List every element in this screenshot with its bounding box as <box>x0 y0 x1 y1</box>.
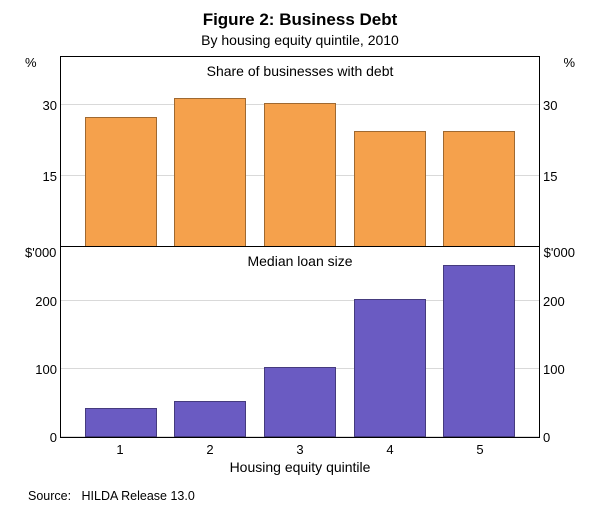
top-bar <box>85 117 157 247</box>
bottom-ytick-left: 100 <box>23 362 57 377</box>
top-panel-title: Share of businesses with debt <box>61 63 539 79</box>
top-ytick-left: 30 <box>23 98 57 113</box>
bottom-bars <box>61 247 539 437</box>
top-ytick-right: 15 <box>543 169 577 184</box>
bottom-ytick-left: 0 <box>23 430 57 445</box>
bottom-unit-right: $'000 <box>544 245 575 260</box>
bottom-ytick-left: 200 <box>23 294 57 309</box>
top-bar <box>264 103 336 248</box>
bottom-panel-title: Median loan size <box>61 253 539 269</box>
bottom-bar <box>85 408 157 437</box>
chart-title: Figure 2: Business Debt <box>10 10 590 30</box>
source-line: Source: HILDA Release 13.0 <box>28 489 590 503</box>
bottom-ytick-right: 100 <box>543 362 577 377</box>
source-text: HILDA Release 13.0 <box>82 489 195 503</box>
bottom-bar <box>174 401 246 437</box>
top-bar <box>443 131 515 247</box>
x-tick-label: 1 <box>116 442 123 457</box>
x-axis-labels: 1 2 3 4 5 <box>75 442 525 457</box>
bottom-ytick-right: 0 <box>543 430 577 445</box>
top-baseline <box>61 246 539 247</box>
x-tick-label: 4 <box>386 442 393 457</box>
top-panel: % % Share of businesses with debt 151530… <box>60 56 540 247</box>
top-unit-left: % <box>25 55 37 70</box>
x-axis-title: Housing equity quintile <box>20 459 580 475</box>
bottom-ytick-right: 200 <box>543 294 577 309</box>
bottom-panel: $'000 $'000 Median loan size 00100100200… <box>60 247 540 438</box>
x-tick-label: 5 <box>476 442 483 457</box>
x-tick-label: 2 <box>206 442 213 457</box>
top-bar <box>354 131 426 247</box>
top-bar <box>174 98 246 247</box>
bottom-bar <box>354 299 426 437</box>
top-unit-right: % <box>563 55 575 70</box>
bottom-bar <box>443 265 515 437</box>
top-ytick-left: 15 <box>23 169 57 184</box>
chart-subtitle: By housing equity quintile, 2010 <box>10 32 590 48</box>
source-label: Source: <box>28 489 71 503</box>
bottom-unit-left: $'000 <box>25 245 56 260</box>
business-debt-chart: Figure 2: Business Debt By housing equit… <box>10 10 590 503</box>
top-ytick-right: 30 <box>543 98 577 113</box>
x-tick-label: 3 <box>296 442 303 457</box>
top-bars <box>61 57 539 247</box>
plot-area: % % Share of businesses with debt 151530… <box>20 56 580 475</box>
bottom-bar <box>264 367 336 437</box>
